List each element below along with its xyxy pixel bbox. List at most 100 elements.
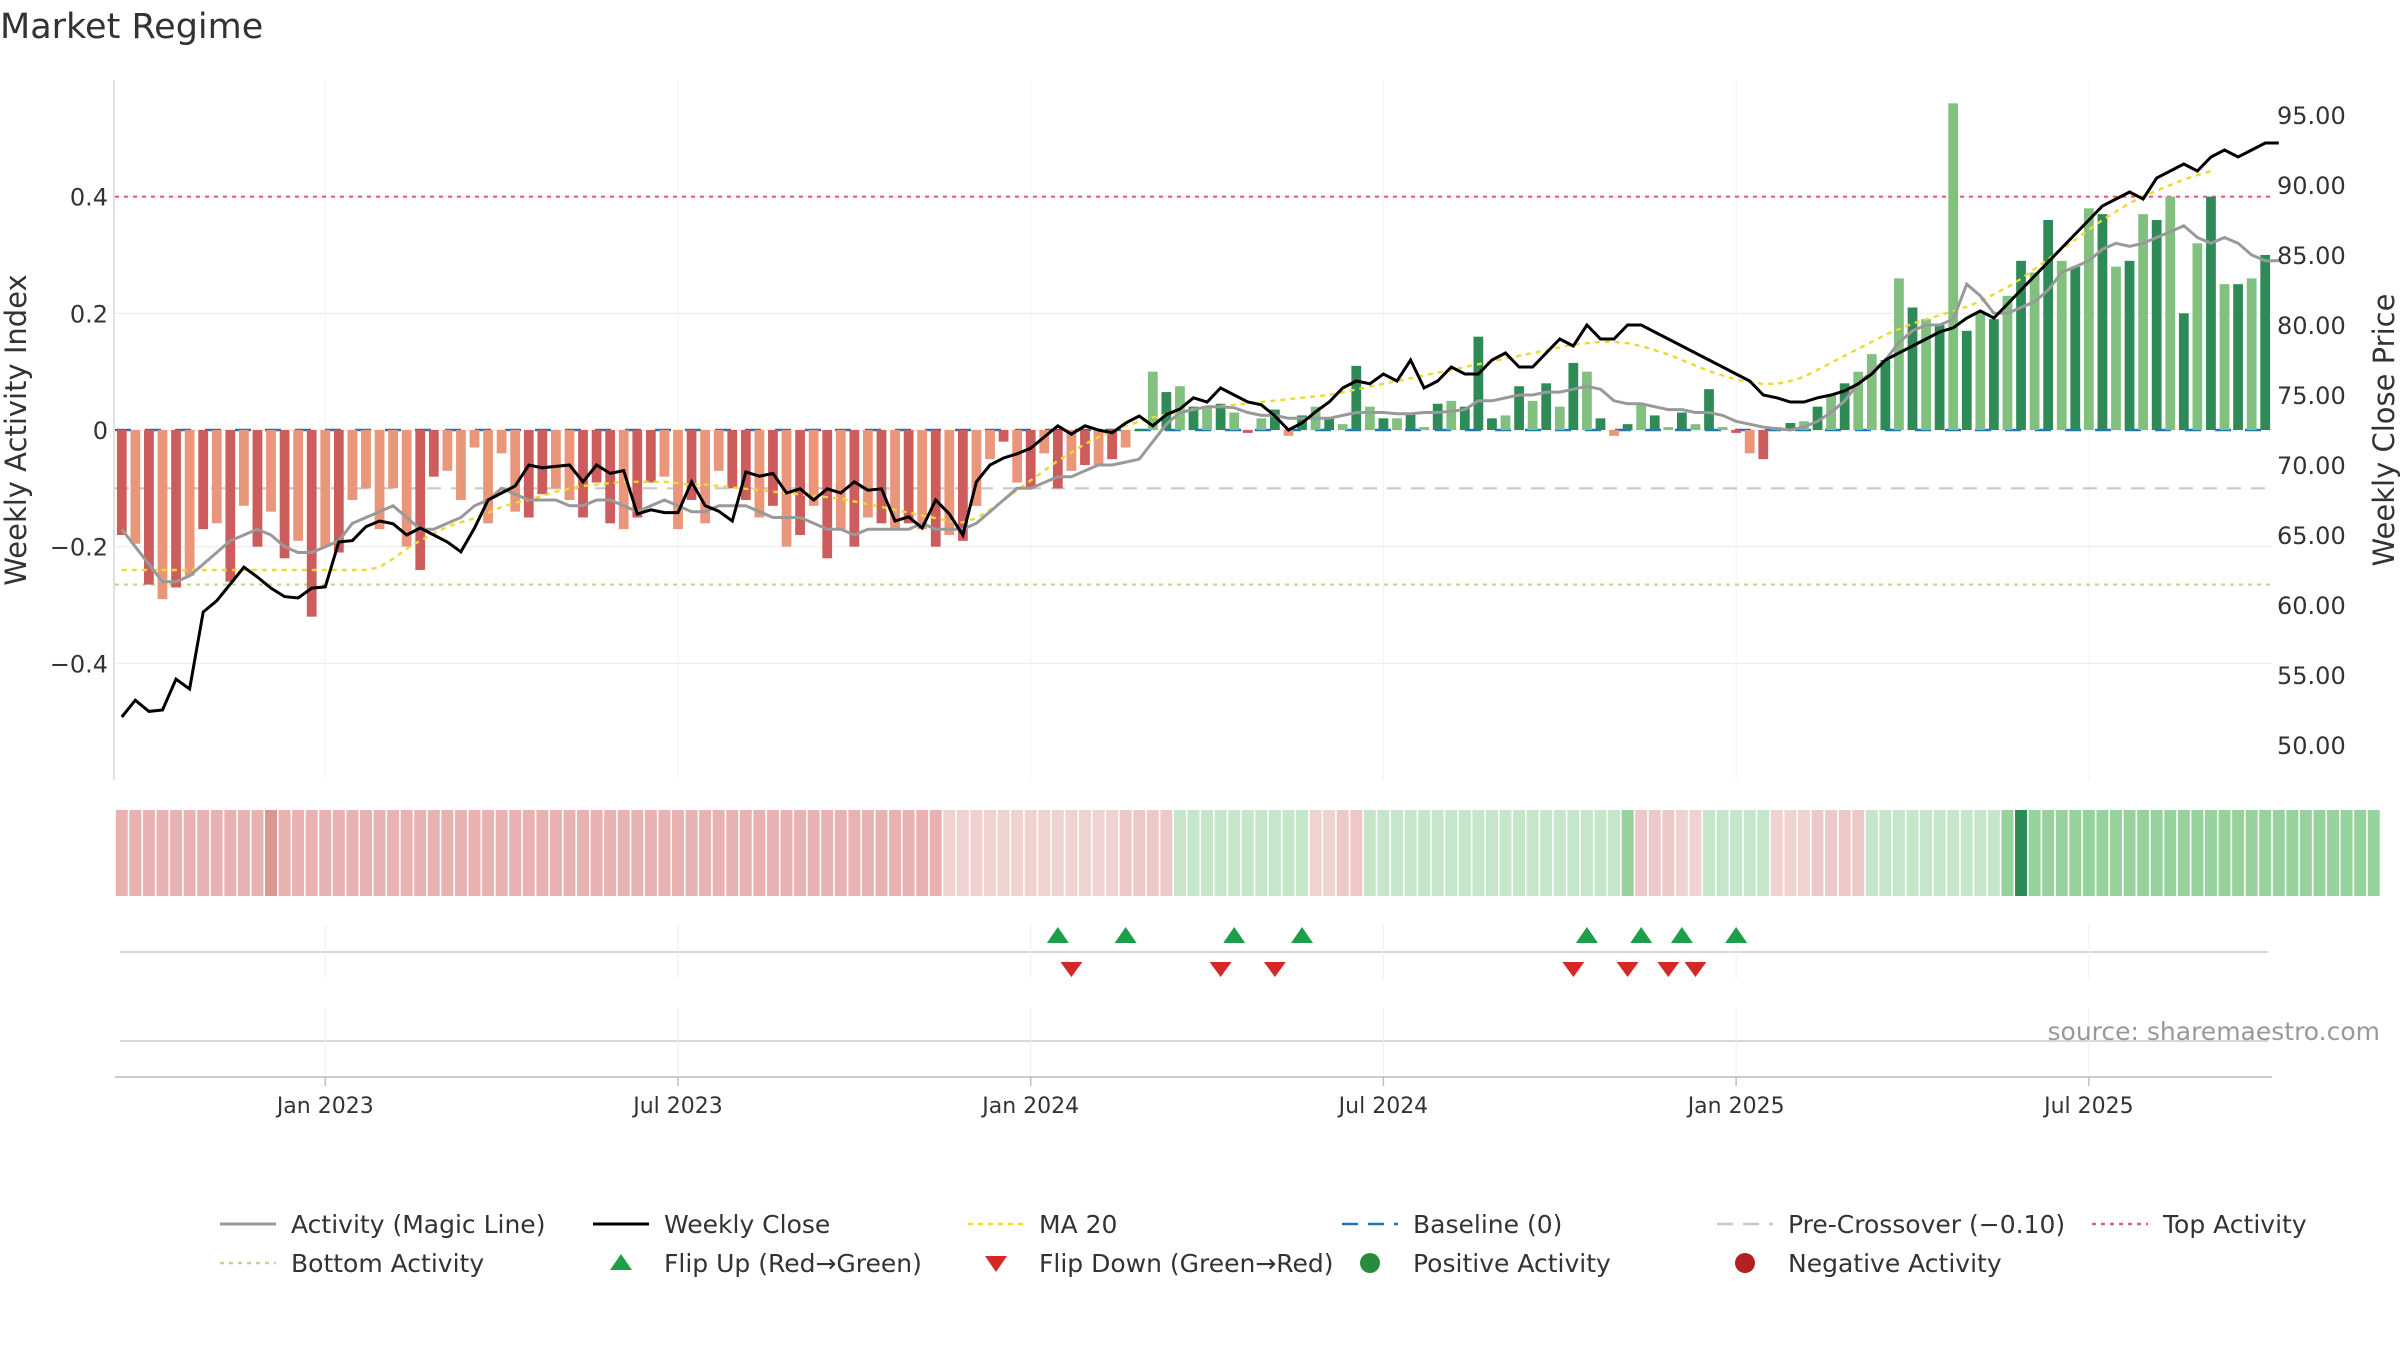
regime-cell <box>2177 810 2190 896</box>
y2-tick-label: 70.00 <box>2277 452 2346 480</box>
regime-cell <box>1770 810 1783 896</box>
activity-bar <box>116 430 127 535</box>
regime-cell <box>1730 810 1743 896</box>
x-axis: Jan 2023 Jul 2023 Jan 2024 Jul 2024 Jan 2025… <box>115 1076 2272 1119</box>
regime-cell <box>319 810 332 896</box>
regime-cell <box>2082 810 2095 896</box>
regime-cell <box>889 810 902 896</box>
activity-bar <box>1500 415 1511 430</box>
weekly-close-line <box>120 141 2279 718</box>
activity-bar <box>551 430 561 489</box>
regime-cell <box>495 810 508 896</box>
regime-cell <box>278 810 291 896</box>
activity-bar <box>578 430 588 518</box>
activity-bar <box>1554 406 1565 430</box>
regime-cell <box>1797 810 1810 896</box>
activity-bar <box>1446 400 1457 430</box>
regime-cell <box>1553 810 1566 896</box>
activity-bar <box>130 430 141 544</box>
regime-cell <box>400 810 413 896</box>
activity-bar <box>1161 392 1172 430</box>
regime-cell <box>1418 810 1431 896</box>
legend-label: Top Activity <box>2162 1210 2307 1239</box>
legend-item-magic: Activity (Magic Line) <box>220 1210 545 1239</box>
regime-cell <box>2259 810 2272 896</box>
y2-tick-label: 95.00 <box>2277 102 2346 130</box>
regime-cell <box>604 810 617 896</box>
activity-bar <box>768 430 778 506</box>
regime-cell <box>1119 810 1132 896</box>
regime-cell <box>753 810 766 896</box>
activity-bar <box>1975 313 1986 430</box>
regime-cell <box>1662 810 1675 896</box>
regime-cell <box>1377 810 1390 896</box>
x-tick-label: Jul 2025 <box>2042 1094 2134 1119</box>
regime-cell <box>142 810 155 896</box>
activity-bar <box>1256 418 1267 430</box>
activity-bar <box>184 430 195 576</box>
regime-cell <box>821 810 834 896</box>
regime-cell <box>2354 810 2367 896</box>
regime-cell <box>1526 810 1539 896</box>
flip-down-marker <box>1616 962 1639 977</box>
regime-cell <box>1580 810 1593 896</box>
regime-cell <box>563 810 576 896</box>
regime-cell <box>1051 810 1064 896</box>
regime-cell <box>1987 810 2000 896</box>
activity-bar <box>361 430 371 489</box>
regime-cell <box>848 810 861 896</box>
activity-bar <box>876 430 887 524</box>
regime-cell <box>115 810 128 896</box>
regime-cell <box>2055 810 2068 896</box>
regime-cell <box>2001 810 2014 896</box>
activity-bar <box>686 430 697 500</box>
y2-tick-label: 50.00 <box>2277 732 2346 760</box>
regime-cell <box>292 810 305 896</box>
activity-bar <box>1663 427 1674 430</box>
activity-bar <box>2192 243 2203 430</box>
activity-bar <box>1052 430 1063 489</box>
legend-item-close: Weekly Close <box>593 1210 830 1239</box>
activity-bar <box>171 430 181 588</box>
regime-cell <box>373 810 386 896</box>
activity-bar <box>496 430 507 454</box>
regime-cell <box>522 810 535 896</box>
regime-cell <box>2042 810 2055 896</box>
regime-cell <box>834 810 847 896</box>
activity-bar <box>510 430 521 512</box>
regime-cell <box>984 810 996 896</box>
regime-cell <box>1608 810 1621 896</box>
activity-bar <box>1595 418 1606 430</box>
regime-cell <box>1011 810 1024 896</box>
activity-bar <box>1622 424 1633 430</box>
regime-cell <box>1852 810 1865 896</box>
activity-bar <box>591 430 602 483</box>
regime-cell <box>1350 810 1363 896</box>
regime-cell <box>1146 810 1159 896</box>
activity-bar <box>917 430 928 530</box>
activity-bar <box>266 430 276 512</box>
regime-cell <box>2313 810 2326 896</box>
activity-bar <box>1025 430 1036 489</box>
activity-bar <box>2029 272 2040 430</box>
flip-up-marker <box>1291 927 1314 943</box>
activity-bar <box>2002 295 2013 430</box>
regime-cell <box>2137 810 2150 896</box>
legend-label: Baseline (0) <box>1413 1210 1562 1239</box>
regime-cell <box>197 810 210 896</box>
regime-cell <box>1499 810 1512 896</box>
activity-bar <box>537 430 548 495</box>
activity-bar <box>279 430 290 559</box>
regime-cell <box>2015 810 2028 896</box>
regime-cell <box>482 810 495 896</box>
y-axis-label: Weekly Activity Index <box>0 274 33 585</box>
regime-cell <box>2096 810 2109 896</box>
regime-cell <box>1214 810 1227 896</box>
activity-bar <box>673 430 683 530</box>
regime-cell <box>1106 810 1119 896</box>
flip-up-marker <box>1630 927 1653 943</box>
activity-bar <box>252 430 263 547</box>
activity-bar <box>1066 430 1077 471</box>
activity-bar <box>415 430 426 570</box>
regime-cell <box>1391 810 1403 896</box>
